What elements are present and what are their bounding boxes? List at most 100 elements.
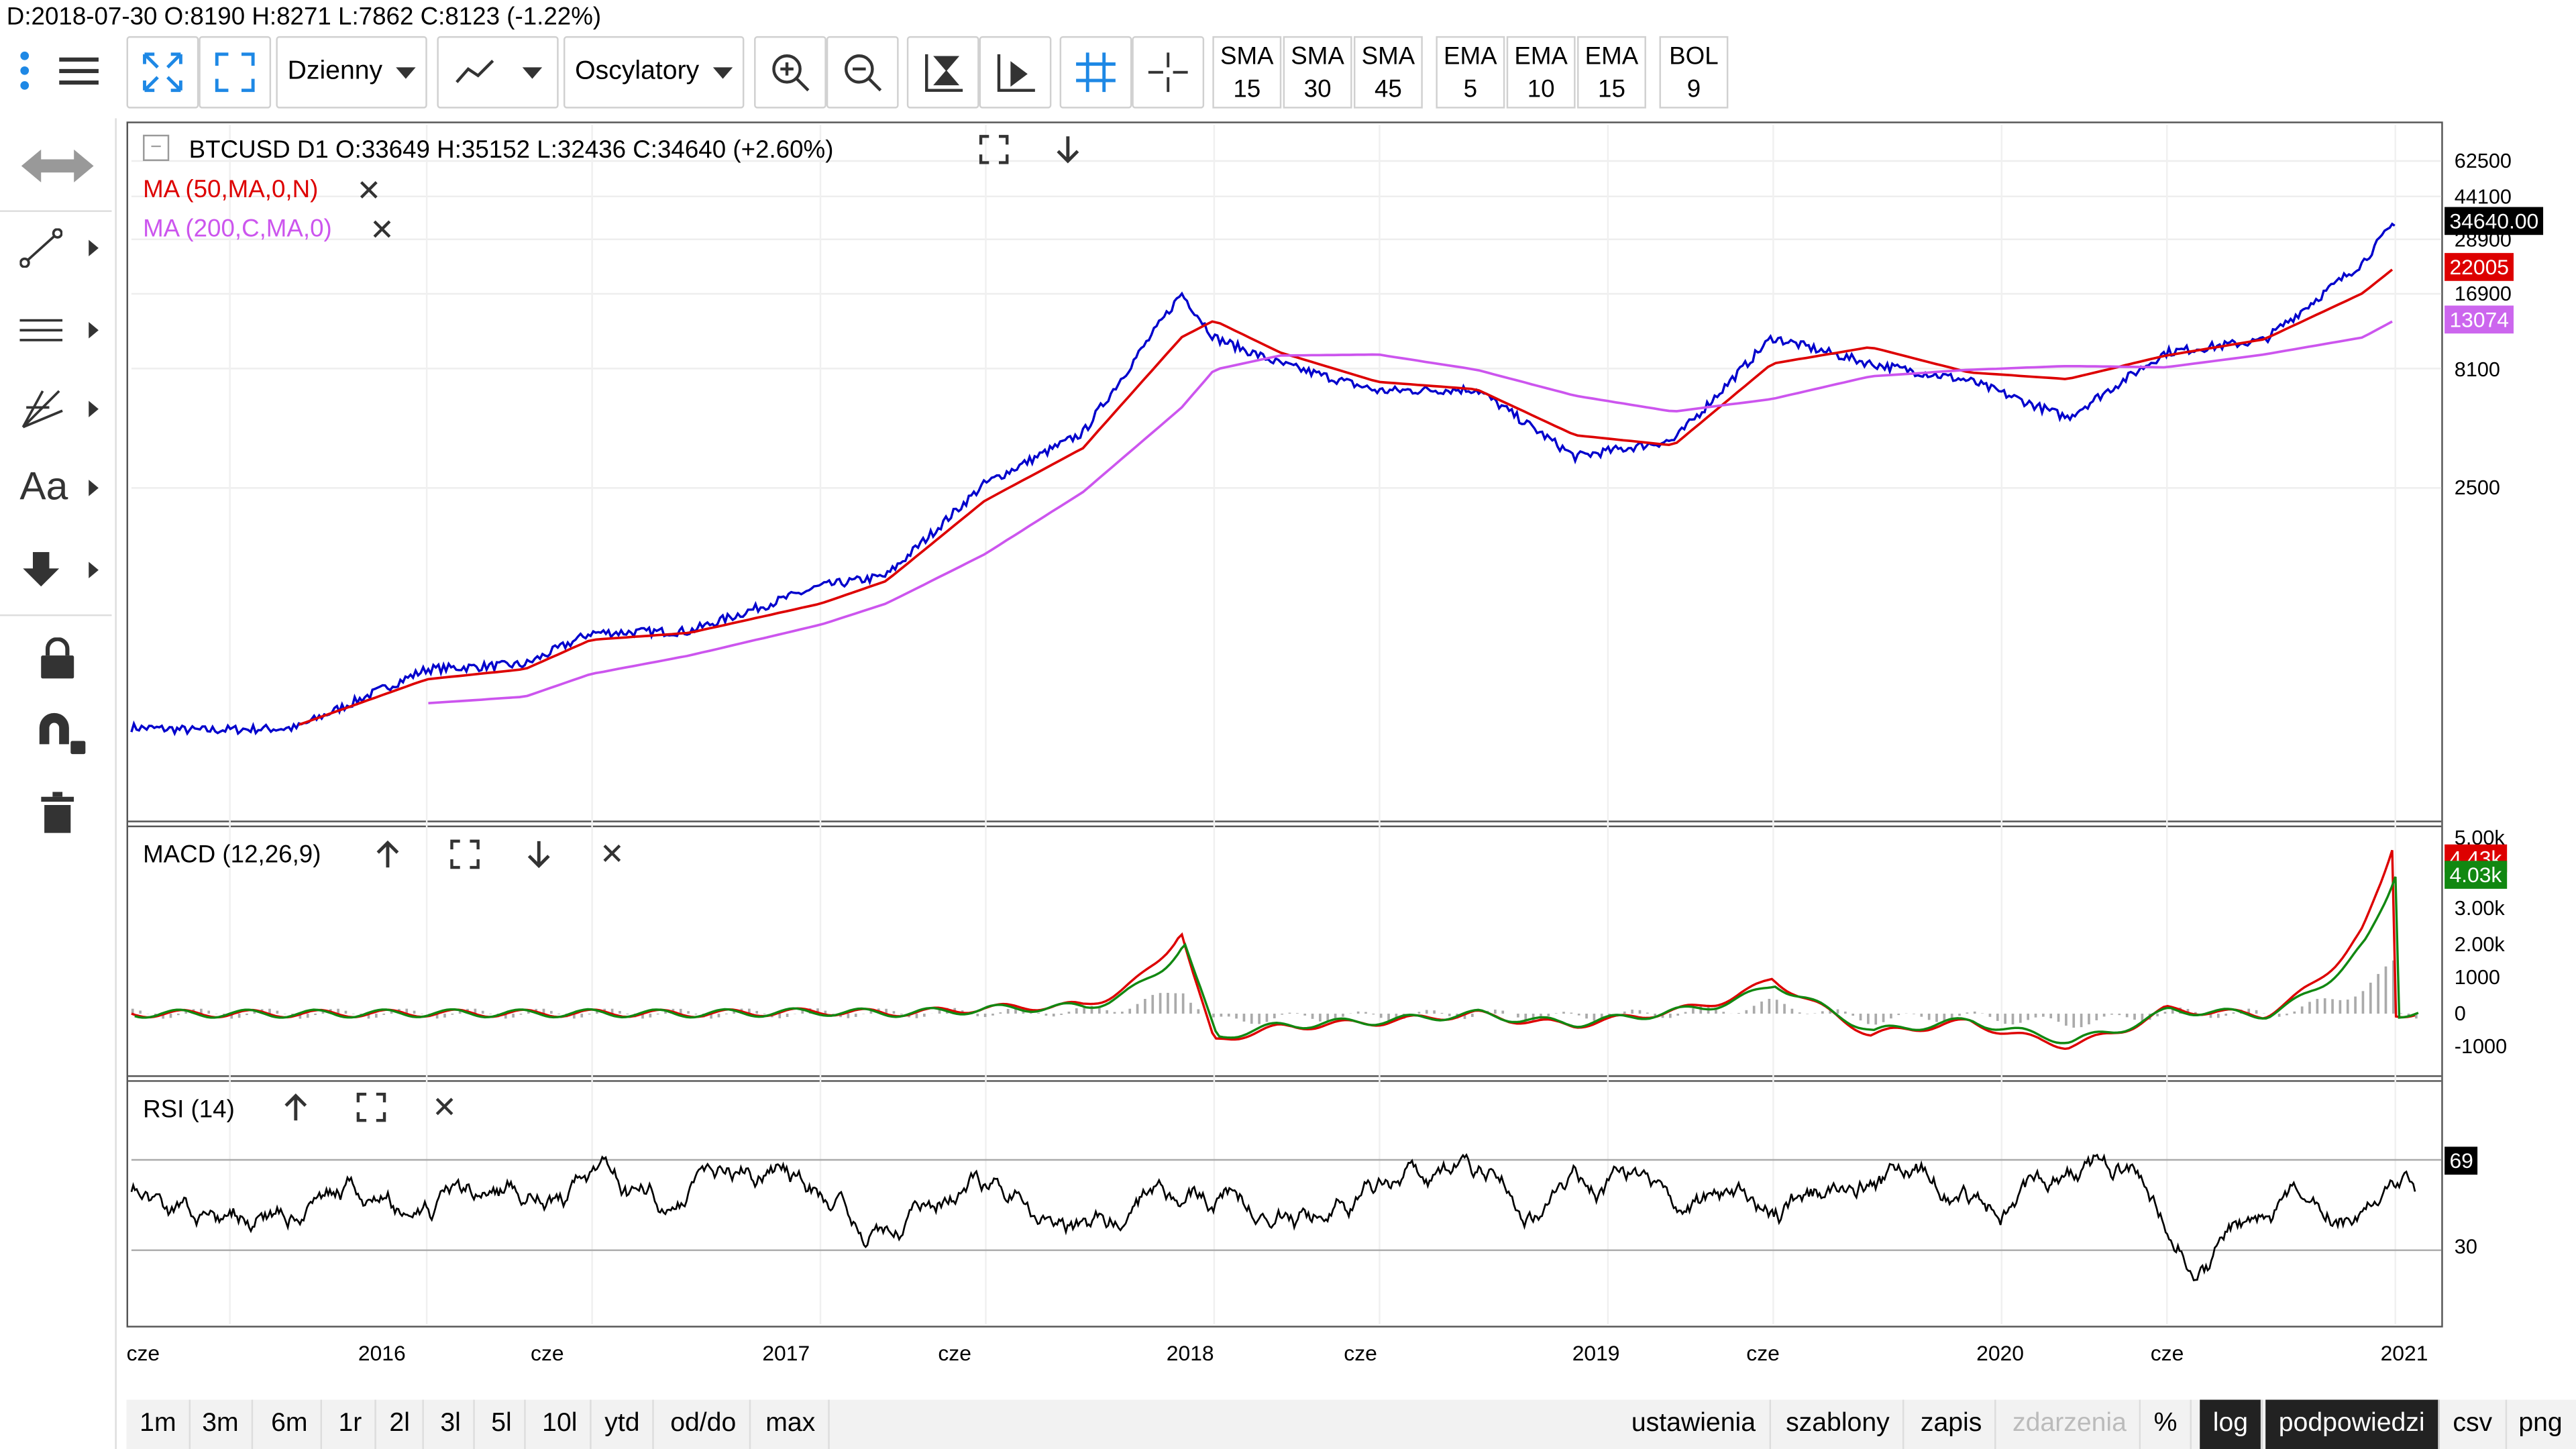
bottom-bar: 1m 3m 6m 1r 2l 3l 5l 10l ytd od/do max u… [126,1399,2576,1449]
fit-vertical-button[interactable] [906,36,979,109]
range-max-button[interactable]: max [753,1399,830,1449]
csv-export-button[interactable]: csv [2440,1399,2508,1449]
fullscreen-button[interactable] [199,36,272,109]
log-scale-button[interactable]: log [2200,1399,2263,1449]
chart-area[interactable] [126,121,2443,1328]
macd-histogram-bar [2194,1012,2197,1014]
range-2l-button[interactable]: 2l [376,1399,425,1449]
macd-histogram-bar [1227,1014,1230,1017]
horizontal-lines-tool[interactable] [0,292,115,368]
indicator-type: SMA [1220,42,1274,71]
maximize-rsi-button[interactable] [356,1092,386,1130]
indicator-ema-10-button[interactable]: EMA 10 [1506,36,1576,109]
macd-histogram-bar [382,1014,386,1015]
crosshair-button[interactable] [1132,36,1205,109]
hints-button[interactable]: podpowiedzi [2265,1399,2440,1449]
indicator-ema-5-button[interactable]: EMA 5 [1436,36,1505,109]
move-macd-down-button[interactable] [526,839,552,877]
trend-line-tool[interactable] [0,210,115,286]
range-1m-button[interactable]: 1m [127,1399,191,1449]
magnet-button[interactable] [0,696,115,772]
pan-arrows-tool[interactable] [0,128,115,204]
remove-ma50-close-icon[interactable]: ✕ [356,174,382,207]
png-export-button[interactable]: png [2506,1399,2576,1449]
vertical-dots-icon[interactable] [16,49,32,103]
collapse-panel-button[interactable]: − [143,134,170,162]
range-1r-button[interactable]: 1r [325,1399,377,1449]
maximize-panel-button[interactable] [979,135,1009,172]
macd-histogram-bar [2163,1012,2167,1014]
chevron-down-icon [712,66,733,78]
macd-histogram-bar [184,1012,188,1014]
macd-histogram-bar [1844,1011,1847,1014]
interval-dropdown[interactable]: Dzienny [276,36,427,109]
range-10l-button[interactable]: 10l [529,1399,592,1449]
chart-type-dropdown[interactable] [437,36,559,109]
zoom-out-icon [845,54,882,92]
indicator-ema-15-button[interactable]: EMA 15 [1577,36,1646,109]
macd-histogram-bar [1874,1014,1878,1025]
expand-arrow-icon [89,400,99,418]
move-panel-down-button[interactable] [1055,135,1081,172]
lock-drawings-button[interactable] [0,621,115,697]
chevron-down-icon [395,66,416,78]
grid-toggle-button[interactable] [1059,36,1132,109]
macd-histogram-bar [610,1008,614,1014]
macd-histogram-bar [1288,1012,1291,1014]
macd-histogram-bar [1973,1011,1976,1014]
macd-histogram-bar [1044,1014,1048,1016]
remove-rsi-close-icon[interactable]: ✕ [432,1091,458,1124]
macd-histogram-bar [2042,1014,2045,1017]
indicator-sma-15-button[interactable]: SMA 15 [1212,36,1282,109]
macd-histogram-bar [1174,993,1177,1014]
range-6m-button[interactable]: 6m [258,1399,323,1449]
save-button[interactable]: zapis [1907,1399,1997,1449]
remove-ma200-close-icon[interactable]: ✕ [370,213,394,247]
range-ytd-button[interactable]: ytd [592,1399,655,1449]
indicator-sma-30-button[interactable]: SMA 30 [1283,36,1352,109]
percent-button[interactable]: % [2141,1399,2192,1449]
macd-histogram-bar [847,1014,850,1018]
macd-histogram-bar [405,1008,409,1014]
macd-histogram-bar [1684,1012,1687,1014]
macd-histogram-bar [801,1010,804,1014]
zoom-in-button[interactable] [754,36,826,109]
settings-button[interactable]: ustawienia [1618,1399,1771,1449]
macd-histogram-bar [1920,1014,1923,1017]
range-5l-button[interactable]: 5l [478,1399,527,1449]
oscillators-dropdown[interactable]: Oscylatory [564,36,745,109]
fibonacci-tool[interactable] [0,371,115,447]
macd-histogram-bar [1494,1009,1497,1014]
macd-histogram-bar [1532,1014,1535,1021]
text-tool[interactable]: Aa [0,450,115,526]
indicator-sma-45-button[interactable]: SMA 45 [1353,36,1423,109]
range-3l-button[interactable]: 3l [427,1399,476,1449]
zoom-out-button[interactable] [826,36,899,109]
range-3m-button[interactable]: 3m [189,1399,254,1449]
events-button[interactable]: zdarzenia [1999,1399,2141,1449]
delete-drawings-button[interactable] [0,775,115,851]
macd-histogram-bar [1448,1014,1451,1016]
arrow-up-icon [376,840,399,868]
hamburger-menu-icon[interactable] [59,56,102,97]
macd-histogram-bar [1775,1000,1778,1014]
range-custom-button[interactable]: od/do [657,1399,751,1449]
scroll-right-button[interactable] [979,36,1052,109]
macd-histogram-bar [2361,991,2365,1014]
macd-histogram-bar [1501,1010,1505,1014]
macd-histogram-bar [1950,1014,1953,1020]
maximize-macd-button[interactable] [450,839,480,877]
macd-y-tick: 2.00k [2454,933,2505,957]
move-macd-up-button[interactable] [374,839,400,877]
macd-histogram-bar [2209,1014,2212,1018]
indicator-bol-9-button[interactable]: BOL 9 [1659,36,1729,109]
move-rsi-up-button[interactable] [282,1093,309,1130]
macd-line [131,849,2416,1051]
arrow-marker-tool[interactable] [0,532,115,608]
macd-histogram-bar [504,1014,507,1019]
expand-arrows-button[interactable] [126,36,199,109]
x-axis-label: 2018 [1166,1340,1214,1366]
remove-macd-close-icon[interactable]: ✕ [599,837,625,871]
templates-button[interactable]: szablony [1772,1399,1904,1449]
zoom-in-icon [772,54,810,92]
